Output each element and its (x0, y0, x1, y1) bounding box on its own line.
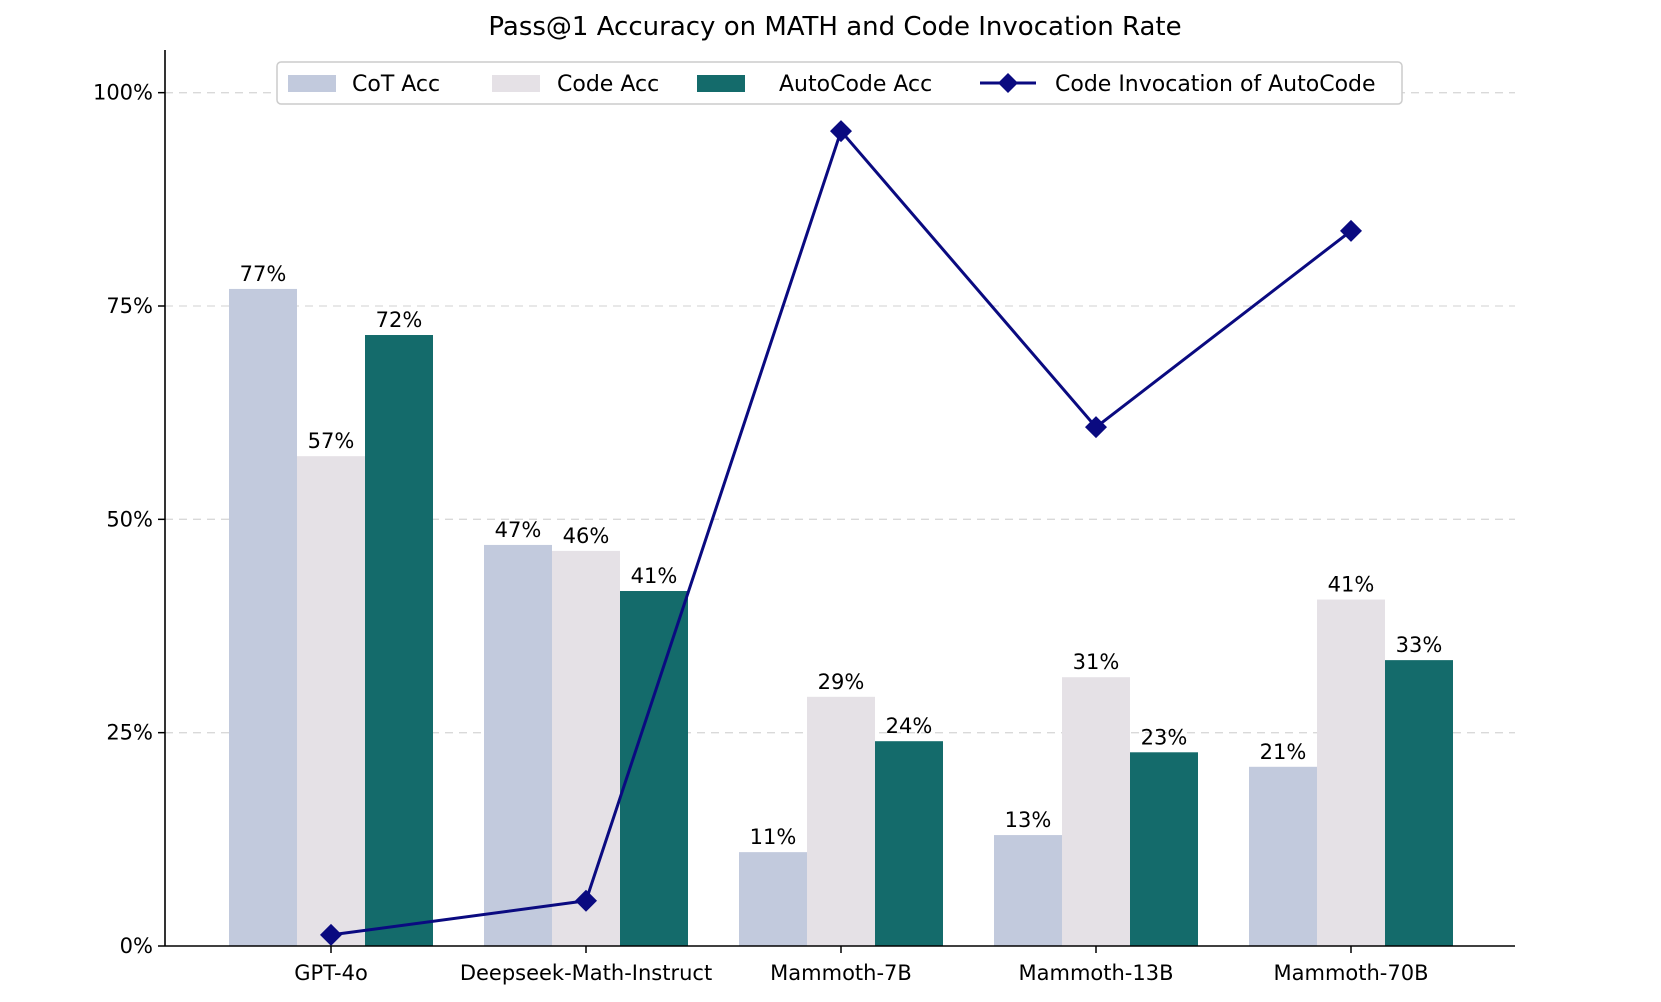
bar-data-label: 29% (818, 670, 865, 694)
bar-code-acc (807, 696, 875, 946)
legend-label: Code Invocation of AutoCode (1055, 72, 1376, 97)
bar-autocode-acc (365, 335, 433, 947)
bar-data-label: 31% (1073, 650, 1120, 674)
bar-cot-acc (484, 544, 552, 946)
invocation-line (320, 120, 1362, 946)
legend-diamond-marker (998, 73, 1018, 93)
bar-data-label: 41% (1328, 573, 1375, 597)
bar-cot-acc (229, 288, 297, 946)
bar-autocode-acc (875, 741, 943, 946)
bar-code-acc (552, 550, 620, 946)
bar-data-label: 47% (495, 518, 542, 542)
legend: CoT Acc Code Acc AutoCode Acc Code Invocati… (276, 61, 1403, 105)
bar-code-acc (1317, 599, 1385, 946)
bars (229, 288, 1453, 947)
bar-data-label: 77% (240, 262, 287, 286)
x-tick-label: Mammoth-13B (1019, 961, 1174, 985)
y-tick-label: 25% (106, 721, 153, 745)
bar-data-label: 24% (886, 714, 933, 738)
bar-data-labels: 77% 47% 11% 13% 21% 57% 46% 29% 31% 41% 72% 41% 24% 2… (240, 262, 1443, 849)
axes: 0% 25% 50% 75% 100% GPT-4o Deepseek-Math-Instr… (93, 50, 1515, 985)
bar-data-label: 21% (1260, 740, 1307, 764)
bar-autocode-acc (1385, 660, 1453, 946)
invocation-marker (1340, 219, 1362, 242)
legend-box (276, 61, 1403, 105)
bar-data-label: 23% (1141, 725, 1188, 749)
x-tick-label: Mammoth-7B (770, 961, 912, 985)
bar-code-acc (1062, 677, 1130, 946)
y-tick-label: 50% (106, 507, 153, 531)
bar-data-label: 72% (376, 308, 423, 332)
invocation-marker (830, 120, 852, 143)
bar-data-label: 13% (1005, 808, 1052, 832)
bar-data-label: 41% (631, 564, 678, 588)
bar-code-acc (297, 456, 365, 946)
x-tick-label: GPT-4o (294, 961, 368, 985)
bar-cot-acc (739, 852, 807, 946)
bar-cot-acc (994, 835, 1062, 946)
bar-cot-acc (1249, 766, 1317, 946)
invocation-marker (575, 889, 597, 912)
bar-data-label: 33% (1396, 633, 1443, 657)
y-tick-label: 75% (106, 294, 153, 318)
legend-swatch (697, 75, 745, 92)
y-tick-label: 100% (93, 81, 153, 105)
bar-autocode-acc (1130, 752, 1198, 946)
invocation-marker (320, 923, 342, 946)
y-tick-label: 0% (120, 934, 153, 958)
bar-data-label: 11% (750, 825, 797, 849)
legend-label: Code Acc (557, 72, 659, 97)
chart-title: Pass@1 Accuracy on MATH and Code Invocat… (488, 12, 1181, 42)
bar-data-label: 46% (563, 524, 610, 548)
legend-swatch (288, 75, 336, 92)
x-tick-label: Mammoth-70B (1274, 961, 1429, 985)
legend-label: CoT Acc (352, 72, 440, 97)
invocation-marker (1085, 416, 1107, 439)
legend-swatch (492, 75, 540, 92)
legend-label: AutoCode Acc (779, 72, 932, 97)
bar-data-label: 57% (308, 429, 355, 453)
x-tick-label: Deepseek-Math-Instruct (460, 961, 712, 985)
